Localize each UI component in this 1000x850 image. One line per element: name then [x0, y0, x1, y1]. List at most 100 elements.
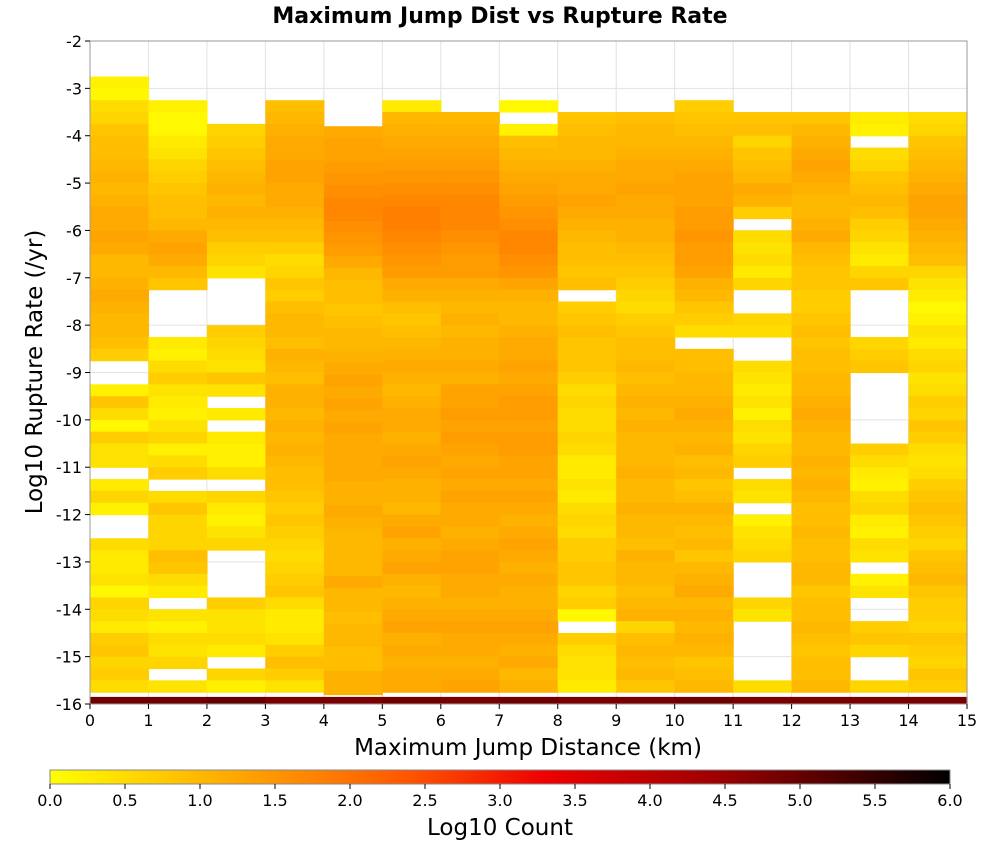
heatmap-cell	[733, 455, 793, 468]
heatmap-cell	[265, 490, 325, 504]
heatmap-cell	[148, 621, 208, 634]
heatmap-cell	[499, 656, 559, 670]
heatmap-cell	[674, 431, 734, 445]
heatmap-cell	[382, 112, 442, 125]
heatmap-cell	[323, 445, 383, 459]
heatmap-cell	[265, 206, 325, 220]
heatmap-cell	[90, 668, 150, 681]
heatmap-cell	[382, 171, 442, 184]
heatmap-cell	[499, 171, 559, 184]
heatmap-cell	[616, 206, 676, 220]
heatmap-cell	[791, 313, 851, 326]
heatmap-cell	[90, 88, 150, 101]
heatmap-cell	[791, 265, 851, 279]
heatmap-cell	[323, 220, 383, 234]
heatmap-cell	[90, 455, 150, 468]
heatmap-cell	[674, 550, 734, 563]
heatmap-cell	[908, 621, 968, 634]
heatmap-cell	[850, 218, 910, 232]
heatmap-cell	[499, 313, 559, 326]
heatmap-cell	[674, 573, 734, 587]
heatmap-cell	[850, 183, 910, 196]
heatmap-cell	[616, 230, 676, 243]
y-tick-label: -13	[56, 553, 82, 572]
heatmap-cell	[440, 561, 500, 575]
heatmap-cell	[616, 479, 676, 492]
heatmap-cell	[440, 443, 500, 456]
heatmap-cell	[674, 680, 734, 693]
heatmap-cell	[791, 455, 851, 468]
heatmap-cell	[323, 576, 383, 589]
heatmap-cell	[791, 112, 851, 125]
heatmap-cell	[440, 408, 500, 421]
heatmap-cell	[206, 242, 266, 255]
heatmap-cell	[148, 502, 208, 516]
heatmap-cell	[557, 171, 617, 184]
heatmap-cell	[674, 597, 734, 610]
heatmap-cell	[791, 277, 851, 291]
heatmap-cell	[557, 183, 617, 196]
heatmap-cell	[908, 514, 968, 528]
heatmap-cell	[557, 479, 617, 492]
heatmap-cell	[616, 194, 676, 208]
heatmap-cell	[206, 514, 266, 528]
heatmap-cell	[323, 197, 383, 210]
x-tick-label: 4	[319, 711, 329, 730]
colorbar-tick-label: 3.5	[562, 791, 587, 810]
heatmap-cell	[323, 315, 383, 329]
heatmap-cell	[791, 289, 851, 303]
heatmap-cell	[148, 171, 208, 184]
heatmap-cell	[148, 336, 208, 350]
heatmap-cell	[499, 218, 559, 232]
heatmap-cell	[148, 696, 208, 704]
heatmap-cell	[616, 336, 676, 350]
heatmap-cell	[148, 585, 208, 599]
heatmap-cell	[206, 147, 266, 160]
heatmap-cell	[90, 680, 150, 693]
heatmap-cell	[674, 159, 734, 172]
heatmap-cell	[323, 410, 383, 423]
heatmap-cell	[791, 419, 851, 433]
x-tick-label: 8	[553, 711, 563, 730]
heatmap-cell	[557, 372, 617, 385]
heatmap-cell	[440, 360, 500, 374]
heatmap-cell	[440, 585, 500, 599]
heatmap-cell	[323, 659, 383, 672]
heatmap-cell	[616, 372, 676, 385]
heatmap-cell	[733, 396, 793, 409]
heatmap-cell	[557, 254, 617, 267]
heatmap-cell	[90, 632, 150, 646]
heatmap-cell	[850, 443, 910, 456]
heatmap-cell	[616, 171, 676, 184]
heatmap-cell	[791, 573, 851, 587]
heatmap-cell	[908, 550, 968, 563]
heatmap-cell	[382, 561, 442, 575]
heatmap-cell	[90, 242, 150, 255]
heatmap-cell	[382, 455, 442, 468]
heatmap-cell	[90, 301, 150, 314]
heatmap-cell	[382, 526, 442, 539]
heatmap-cell	[733, 696, 793, 704]
heatmap-cell	[674, 561, 734, 575]
heatmap-cell	[90, 348, 150, 362]
heatmap-cell	[733, 514, 793, 528]
heatmap-cell	[616, 621, 676, 634]
heatmap-cell	[674, 632, 734, 646]
heatmap-cell	[499, 455, 559, 468]
heatmap-cell	[440, 467, 500, 480]
heatmap-cell	[265, 159, 325, 172]
heatmap-cell	[323, 339, 383, 352]
heatmap-cell	[265, 467, 325, 480]
heatmap-cell	[323, 173, 383, 187]
heatmap-cell	[908, 502, 968, 516]
heatmap-cell	[908, 289, 968, 303]
x-tick-label: 6	[436, 711, 446, 730]
y-tick-label: -10	[56, 411, 82, 430]
heatmap-cell	[557, 112, 617, 125]
heatmap-cell	[206, 538, 266, 551]
heatmap-cell	[499, 419, 559, 433]
heatmap-cell	[616, 561, 676, 575]
heatmap-cell	[90, 585, 150, 599]
heatmap-cell	[382, 479, 442, 492]
heatmap-cell	[674, 183, 734, 196]
